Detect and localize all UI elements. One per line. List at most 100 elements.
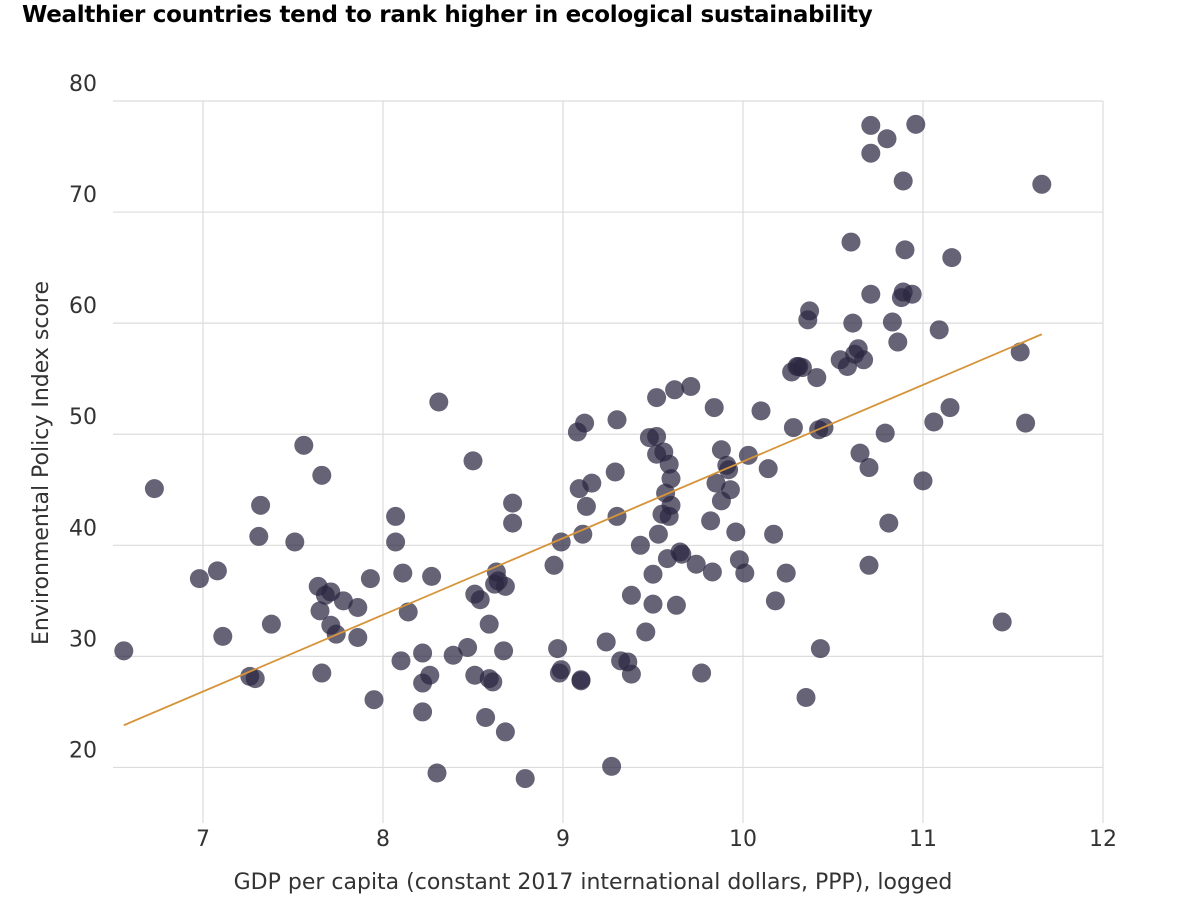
data-point-24 [360,569,380,589]
data-point-84 [647,388,667,408]
data-point-154 [895,240,915,260]
data-point-103 [701,511,721,531]
data-point-165 [1032,174,1052,194]
data-point-47 [483,672,503,692]
data-point-61 [551,660,571,680]
data-point-53 [495,722,515,742]
data-point-70 [596,632,616,652]
data-point-99 [672,544,692,564]
data-point-27 [386,532,406,552]
data-point-146 [875,423,895,443]
grid-lines [113,100,1104,823]
data-point-155 [902,284,922,304]
y-tick-label-30: 30 [69,627,97,652]
data-point-54 [503,493,523,513]
data-point-23 [348,598,368,618]
x-axis-label: GDP per capita (constant 2017 internatio… [234,870,953,895]
data-point-44 [476,707,496,727]
data-point-38 [443,645,463,665]
data-point-69 [582,473,602,493]
data-point-3 [189,569,209,589]
data-point-140 [854,350,874,370]
data-point-65 [571,670,591,690]
x-axis-ticks: 7 8 9 10 11 12 [196,827,1117,852]
data-point-94 [661,469,681,489]
data-point-107 [711,440,731,460]
data-point-73 [607,410,627,430]
y-axis-ticks: 20 30 40 50 60 70 80 [69,72,97,763]
x-tick-label-8: 8 [376,827,390,852]
data-point-150 [888,332,908,352]
data-point-112 [726,522,746,542]
data-point-5 [213,626,233,646]
data-point-152 [893,171,913,191]
data-point-139 [850,443,870,463]
y-tick-label-50: 50 [69,405,97,430]
data-point-51 [494,641,514,661]
data-point-120 [776,563,796,583]
data-point-135 [841,232,861,252]
data-point-8 [249,526,269,546]
data-point-39 [458,637,478,657]
data-point-161 [942,248,962,268]
data-point-143 [861,115,881,135]
data-point-34 [420,665,440,685]
data-point-30 [398,602,418,622]
data-point-67 [575,413,595,433]
data-point-22 [348,628,368,648]
x-tick-label-10: 10 [729,827,757,852]
y-tick-label-40: 40 [69,516,97,541]
data-point-116 [751,401,771,421]
data-point-85 [647,426,667,446]
data-point-144 [861,143,881,163]
data-point-129 [807,368,827,388]
data-point-72 [605,462,625,482]
data-point-162 [992,612,1012,632]
data-point-100 [681,376,701,396]
data-point-2 [144,479,164,499]
data-point-126 [796,687,816,707]
y-tick-label-70: 70 [69,183,97,208]
data-point-97 [666,595,686,615]
data-point-1 [114,641,134,661]
data-points [114,114,1052,789]
data-point-71 [602,756,622,776]
data-point-125 [792,358,812,378]
y-tick-label-80: 80 [69,72,97,97]
data-point-58 [548,639,568,659]
data-point-9 [251,495,271,515]
data-point-29 [393,563,413,583]
data-point-148 [879,513,899,533]
data-point-101 [686,554,706,574]
data-point-36 [427,763,447,783]
data-point-145 [861,284,881,304]
data-point-106 [706,473,726,493]
data-point-56 [515,769,535,789]
x-tick-label-7: 7 [196,827,210,852]
data-point-25 [364,690,384,710]
data-point-77 [621,585,641,605]
data-point-111 [720,480,740,500]
data-point-142 [859,555,879,575]
data-point-7 [245,669,265,689]
data-point-57 [544,555,564,575]
data-point-128 [800,301,820,321]
data-point-37 [429,392,449,412]
data-point-28 [391,651,411,671]
data-point-83 [643,594,663,614]
data-point-158 [924,412,944,432]
data-point-163 [1010,342,1030,362]
data-point-87 [648,524,668,544]
x-tick-label-9: 9 [556,827,570,852]
data-point-26 [386,506,406,526]
data-point-115 [738,445,758,465]
data-point-40 [463,451,483,471]
data-point-131 [810,639,830,659]
data-point-92 [659,454,679,474]
data-point-160 [940,398,960,418]
data-point-31 [413,643,433,663]
data-point-55 [503,513,523,533]
data-point-156 [906,114,926,134]
data-point-141 [859,458,879,478]
